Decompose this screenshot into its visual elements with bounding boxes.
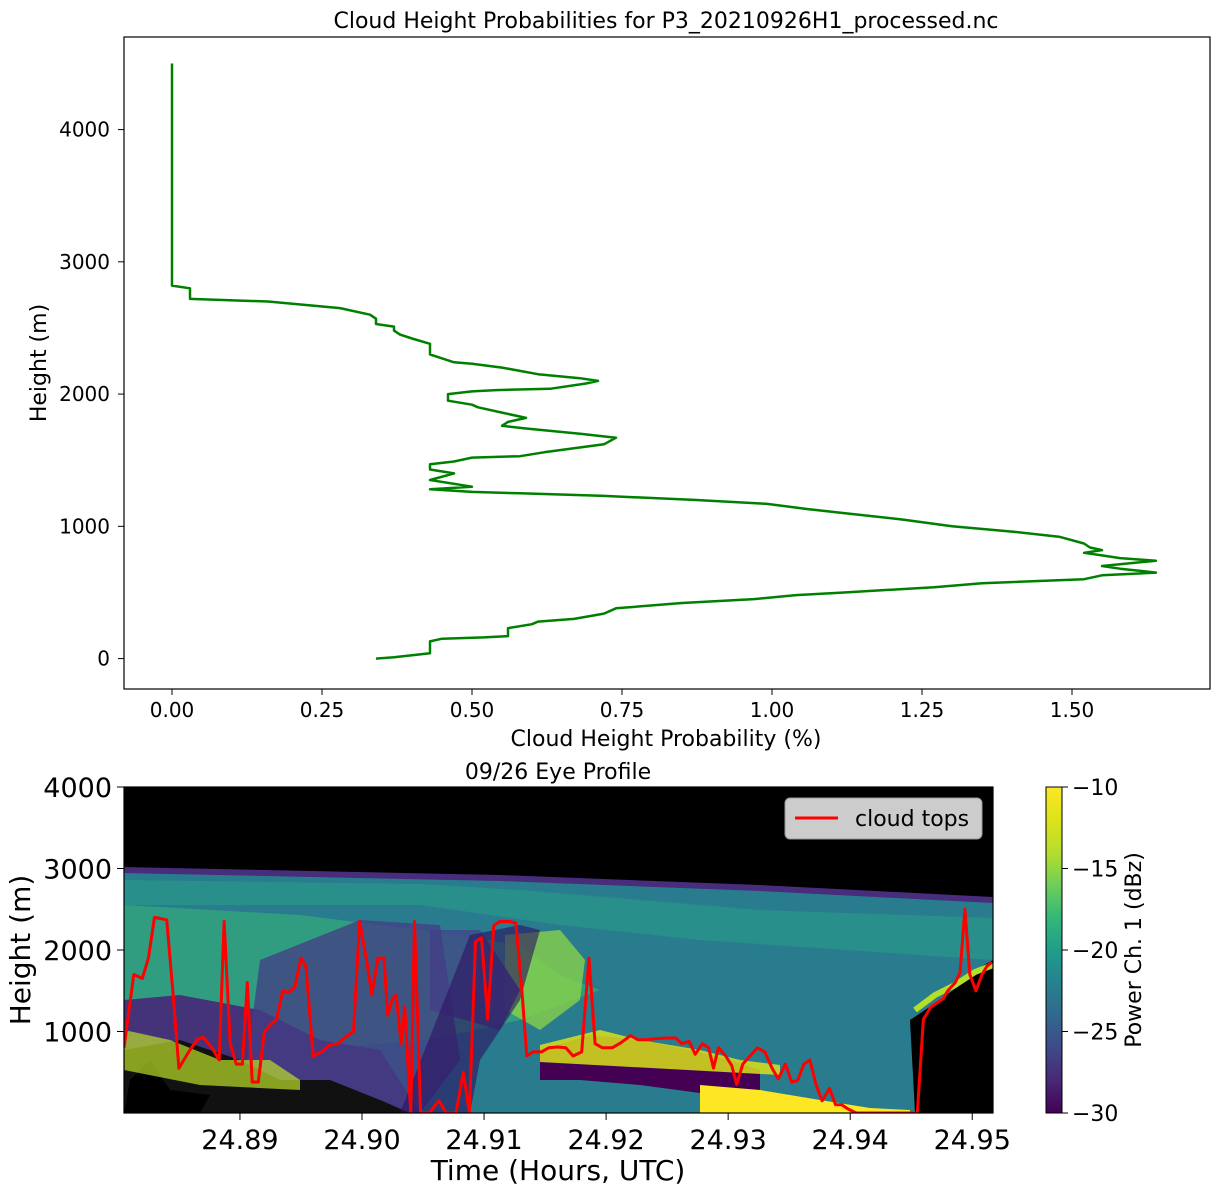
top-y-tick-label: 0 bbox=[97, 647, 110, 671]
bottom-x-tick-label: 24.93 bbox=[690, 1125, 767, 1156]
colorbar-gradient bbox=[1045, 786, 1063, 1114]
bottom-y-tick-label: 3000 bbox=[43, 855, 112, 886]
top-x-tick-label: 1.50 bbox=[1050, 698, 1095, 722]
top-x-tick-label: 0.25 bbox=[300, 698, 345, 722]
colorbar-label: Power Ch. 1 (dBz) bbox=[1122, 852, 1147, 1048]
top-chart-ticks: 0.00 0.25 0.50 0.75 1.00 1.25 1.50 0 1000 2000 300… bbox=[59, 118, 1094, 722]
probability-series-line bbox=[170, 63, 1158, 660]
top-y-tick-label: 1000 bbox=[59, 514, 110, 538]
top-chart-title: Cloud Height Probabilities for P3_202109… bbox=[333, 9, 998, 34]
bottom-x-tick-label: 24.94 bbox=[812, 1125, 889, 1156]
bottom-chart-title: 09/26 Eye Profile bbox=[465, 760, 651, 785]
bottom-x-axis-label: Time (Hours, UTC) bbox=[430, 1154, 686, 1187]
eye-profile-chart: 09/26 Eye Profile 24.89 24.90 24.91 24.92 24… bbox=[4, 760, 1147, 1187]
top-x-tick-label: 0.50 bbox=[450, 698, 495, 722]
bottom-y-axis-label: Height (m) bbox=[4, 875, 37, 1026]
top-x-tick-label: 1.00 bbox=[750, 698, 795, 722]
bottom-x-tick-label: 24.91 bbox=[445, 1125, 522, 1156]
top-y-tick-label: 2000 bbox=[59, 382, 110, 406]
top-x-tick-label: 0.00 bbox=[150, 698, 195, 722]
top-x-tick-label: 0.75 bbox=[600, 698, 645, 722]
legend: cloud tops bbox=[784, 797, 983, 840]
bottom-x-tick-label: 24.92 bbox=[567, 1125, 644, 1156]
colorbar-tick-label: −15 bbox=[1072, 858, 1118, 883]
colorbar-tick-label: −30 bbox=[1072, 1102, 1118, 1127]
radar-heatmap bbox=[124, 787, 993, 1113]
bottom-chart-ticks: 24.89 24.90 24.91 24.92 24.93 24.94 24.95 1000 2… bbox=[43, 773, 1011, 1156]
legend-cloud-tops-label: cloud tops bbox=[855, 807, 969, 832]
bottom-y-tick-label: 1000 bbox=[43, 1018, 112, 1049]
bottom-x-tick-label: 24.89 bbox=[201, 1125, 278, 1156]
top-y-tick-label: 4000 bbox=[59, 118, 110, 142]
colorbar-ticks: −30 −25 −20 −15 −10 bbox=[1062, 776, 1118, 1127]
bottom-chart-frame bbox=[123, 786, 994, 1114]
top-x-tick-label: 1.25 bbox=[900, 698, 945, 722]
bottom-y-tick-label: 4000 bbox=[43, 773, 112, 804]
bottom-x-tick-label: 24.90 bbox=[323, 1125, 400, 1156]
top-chart-frame bbox=[123, 36, 1211, 690]
colorbar-tick-label: −25 bbox=[1072, 1021, 1118, 1046]
colorbar-tick-label: −10 bbox=[1072, 776, 1118, 801]
colorbar: −30 −25 −20 −15 −10 Power Ch. 1 (dBz) bbox=[1045, 776, 1147, 1127]
probability-chart: Cloud Height Probabilities for P3_202109… bbox=[27, 9, 1211, 752]
top-x-axis-label: Cloud Height Probability (%) bbox=[511, 727, 822, 752]
top-y-axis-label: Height (m) bbox=[27, 304, 52, 422]
top-y-tick-label: 3000 bbox=[59, 250, 110, 274]
colorbar-tick-label: −20 bbox=[1072, 939, 1118, 964]
bottom-x-tick-label: 24.95 bbox=[934, 1125, 1011, 1156]
bottom-y-tick-label: 2000 bbox=[43, 936, 112, 967]
cloud-tops-line bbox=[124, 907, 993, 1113]
